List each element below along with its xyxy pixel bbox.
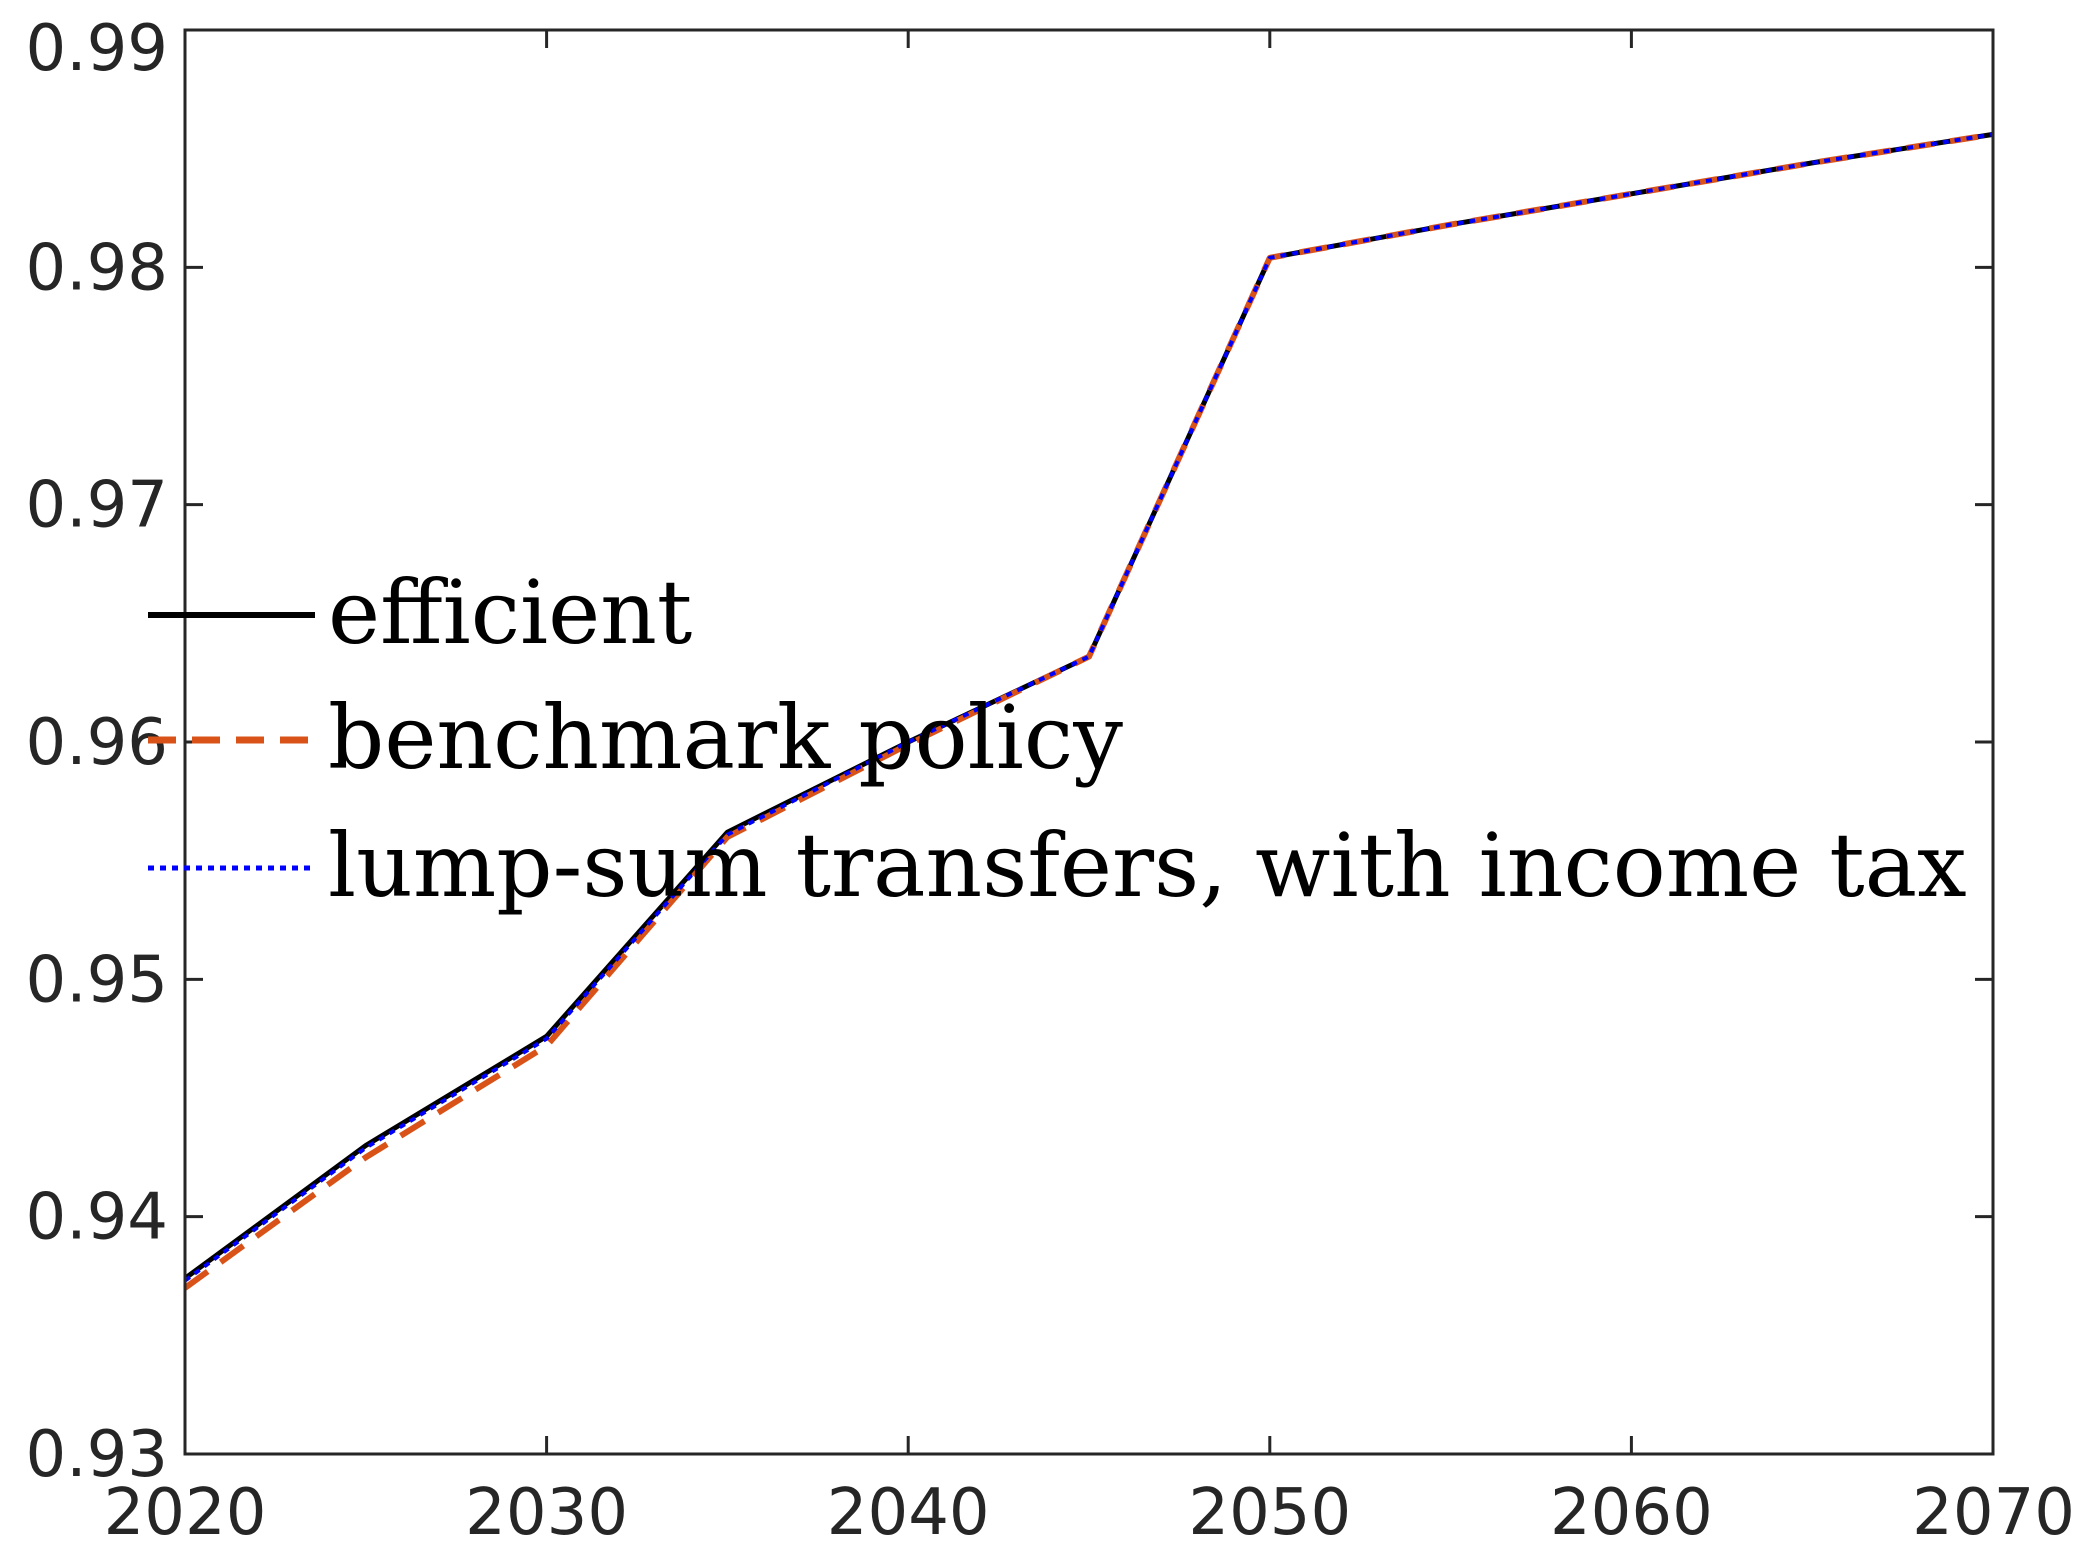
series-layer xyxy=(183,131,1994,1291)
legend-label-1: benchmark policy xyxy=(328,686,1123,789)
y-tick-label: 0.99 xyxy=(26,12,169,86)
series-line-1 xyxy=(183,131,1994,1291)
x-tick-label: 2050 xyxy=(1188,1476,1351,1550)
x-tick-label: 2020 xyxy=(104,1476,267,1550)
legend-label-0: efficient xyxy=(328,561,692,664)
y-tick-label: 0.95 xyxy=(26,943,169,1017)
y-tick-label: 0.93 xyxy=(26,1418,169,1492)
x-tick-label: 2040 xyxy=(827,1476,990,1550)
legend: efficient benchmark policy lump-sum transf… xyxy=(148,561,1967,917)
y-tick-label: 0.96 xyxy=(26,706,169,780)
ticks-layer: 2020 2030 2040 2050 2060 2070 0.93 0.94 0.95 0.96… xyxy=(26,12,2076,1550)
legend-label-2: lump-sum transfers, with income tax xyxy=(328,814,1967,917)
x-tick-label: 2070 xyxy=(1912,1476,2075,1550)
x-tick-label: 2060 xyxy=(1550,1476,1713,1550)
series-line-2 xyxy=(183,132,1994,1283)
x-tick-label: 2030 xyxy=(465,1476,628,1550)
y-tick-label: 0.97 xyxy=(26,469,169,543)
y-tick-label: 0.98 xyxy=(26,231,169,305)
y-tick-label: 0.94 xyxy=(26,1181,169,1255)
